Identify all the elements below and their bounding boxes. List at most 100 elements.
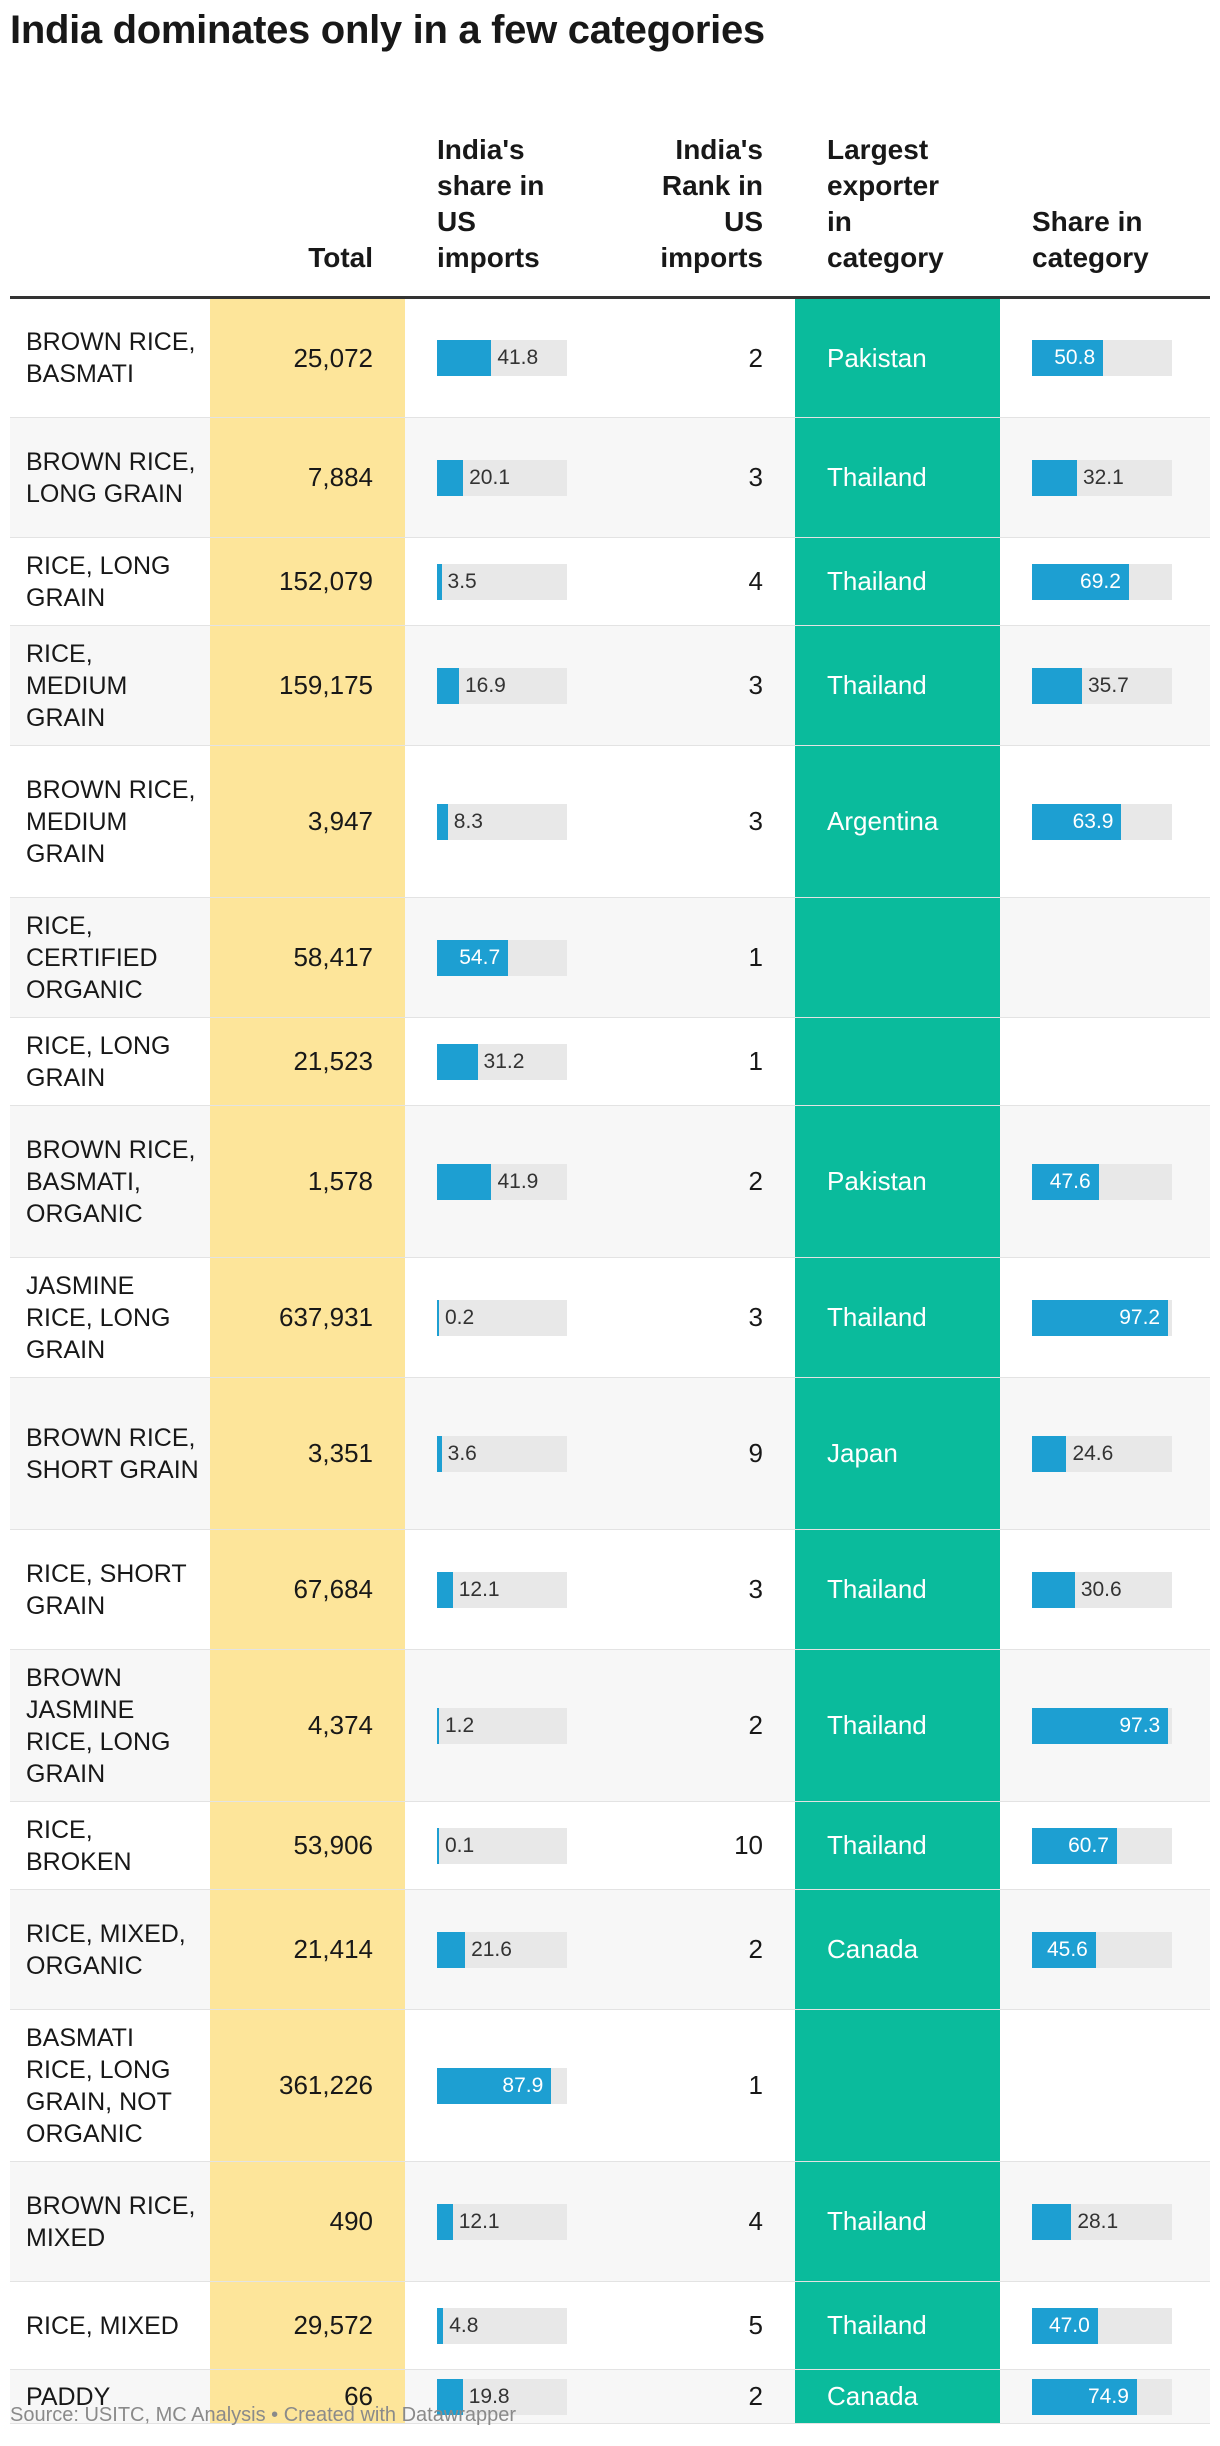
category-share-bar-track: 69.2 (1032, 563, 1172, 600)
category-share-bar-track: 74.9 (1032, 2378, 1172, 2415)
table-row: BROWN RICE, MEDIUM GRAIN 3,947 8.3 3 Argenti… (10, 745, 1210, 898)
india-share-cell: 8.3 (405, 745, 595, 898)
india-rank-value: 10 (595, 1801, 795, 1890)
category-share-value-label: 50.8 (1054, 346, 1096, 369)
india-share-cell: 19.8 (405, 2369, 595, 2424)
india-share-cell: 54.7 (405, 897, 595, 1018)
category-share-bar (1032, 1435, 1067, 1472)
india-share-bar-cell: 1.2 (405, 1707, 595, 1744)
table-row: RICE, MEDIUM GRAIN 159,175 16.9 3 Thailand 35… (10, 625, 1210, 746)
india-share-bar (437, 2203, 453, 2240)
category-share-value-label: 45.6 (1046, 1937, 1088, 1961)
india-share-bar-track: 19.8 (437, 2378, 567, 2415)
category-share-cell: 97.3 (1000, 1649, 1210, 1802)
total-value: 361,226 (210, 2009, 405, 2162)
india-rank-value: 2 (595, 1649, 795, 1802)
category-share-cell: 60.7 (1000, 1801, 1210, 1890)
category-share-bar-cell: 50.8 (1000, 340, 1210, 376)
india-rank-value: 2 (595, 1105, 795, 1258)
category-share-bar (1032, 2307, 1098, 2344)
india-rank-value: 4 (595, 537, 795, 626)
total-value: 21,414 (210, 1889, 405, 2010)
category-share-bar-cell: 35.7 (1000, 667, 1210, 704)
india-rank-value: 2 (595, 1889, 795, 2010)
india-share-bar (437, 1571, 453, 1608)
category-share-bar-track: 35.7 (1032, 667, 1172, 704)
category-share-cell (1000, 1017, 1210, 1106)
table-row: PADDY 66 19.8 2 Canada 74.9 (10, 2369, 1210, 2424)
india-rank-value: 2 (595, 297, 795, 418)
largest-exporter (795, 897, 1000, 1018)
category-name: RICE, MEDIUM GRAIN (10, 625, 210, 746)
india-share-cell: 1.2 (405, 1649, 595, 1802)
india-rank-value: 3 (595, 625, 795, 746)
india-share-bar (437, 459, 464, 496)
category-name: BROWN RICE, SHORT GRAIN (10, 1377, 210, 1530)
india-share-bar-cell: 41.9 (405, 1163, 595, 1200)
category-share-cell: 32.1 (1000, 417, 1210, 538)
india-share-bar-cell: 0.2 (405, 1299, 595, 1336)
india-share-bar-track: 1.2 (437, 1707, 567, 1744)
india-share-bar (437, 2067, 552, 2104)
category-name: RICE, MIXED, ORGANIC (10, 1889, 210, 2010)
india-rank-value: 5 (595, 2281, 795, 2370)
category-share-bar-cell: 97.2 (1000, 1299, 1210, 1336)
india-rank-value: 3 (595, 417, 795, 538)
category-share-bar (1032, 340, 1104, 376)
total-value: 1,578 (210, 1105, 405, 1258)
india-rank-value: 3 (595, 1529, 795, 1650)
table-row: JASMINE RICE, LONG GRAIN 637,931 0.2 3 Thail… (10, 1257, 1210, 1378)
category-name: RICE, MIXED (10, 2281, 210, 2370)
category-share-bar-track: 47.0 (1032, 2307, 1172, 2344)
category-share-bar-cell: 32.1 (1000, 459, 1210, 496)
category-share-cell: 50.8 (1000, 297, 1210, 418)
largest-exporter: Thailand (795, 417, 1000, 538)
table-row: RICE, CERTIFIED ORGANIC 58,417 54.7 1 (10, 897, 1210, 1018)
category-share-bar-track: 32.1 (1032, 459, 1172, 496)
india-share-cell: 21.6 (405, 1889, 595, 2010)
largest-exporter: Pakistan (795, 297, 1000, 418)
india-share-cell: 31.2 (405, 1017, 595, 1106)
table-row: RICE, MIXED, ORGANIC 21,414 21.6 2 Canada 45.… (10, 1889, 1210, 2010)
category-share-bar (1032, 1163, 1099, 1200)
table-row: RICE, LONG GRAIN 152,079 3.5 4 Thailand 69.2 (10, 537, 1210, 626)
india-share-bar (437, 1163, 492, 1200)
category-name: RICE, CERTIFIED ORGANIC (10, 897, 210, 1018)
india-share-bar-cell: 20.1 (405, 459, 595, 496)
india-share-value-label: 41.9 (497, 1169, 539, 1193)
category-share-cell: 69.2 (1000, 537, 1210, 626)
total-value: 4,374 (210, 1649, 405, 1802)
table-row: BROWN RICE, SHORT GRAIN 3,351 3.6 9 Japan 24.… (10, 1377, 1210, 1530)
category-share-bar-track: 97.3 (1032, 1707, 1172, 1744)
india-share-bar-track: 3.6 (437, 1435, 567, 1472)
largest-exporter: Thailand (795, 1529, 1000, 1650)
category-share-bar-track: 24.6 (1032, 1435, 1172, 1472)
india-share-value-label: 0.1 (445, 1833, 475, 1857)
header-total: Total (210, 108, 405, 299)
india-share-bar-track: 20.1 (437, 459, 567, 496)
largest-exporter (795, 1017, 1000, 1106)
india-share-cell: 0.2 (405, 1257, 595, 1378)
total-value: 29,572 (210, 2281, 405, 2370)
category-name: BROWN RICE, BASMATI, ORGANIC (10, 1105, 210, 1258)
india-share-value-label: 41.8 (497, 346, 539, 369)
india-share-bar-track: 3.5 (437, 563, 567, 600)
category-share-bar-cell: 97.3 (1000, 1707, 1210, 1744)
category-share-value-label: 74.9 (1088, 2384, 1129, 2408)
category-share-cell (1000, 2009, 1210, 2162)
india-share-bar-track: 87.9 (437, 2067, 567, 2104)
category-name: BROWN RICE, LONG GRAIN (10, 417, 210, 538)
table-row: RICE, SHORT GRAIN 67,684 12.1 3 Thailand 30.6 (10, 1529, 1210, 1650)
india-share-bar (437, 1043, 478, 1080)
india-share-bar-track: 12.1 (437, 2203, 567, 2240)
india-share-value-label: 12.1 (458, 2209, 500, 2233)
category-share-bar-cell: 30.6 (1000, 1571, 1210, 1608)
category-share-bar-track: 60.7 (1032, 1827, 1172, 1864)
india-share-bar-track: 41.9 (437, 1163, 567, 1200)
india-share-bar (437, 803, 448, 840)
india-share-value-label: 4.8 (449, 2313, 479, 2337)
category-name: RICE, LONG GRAIN (10, 1017, 210, 1106)
india-share-value-label: 87.9 (502, 2073, 544, 2097)
india-share-bar-track: 8.3 (437, 803, 567, 840)
category-share-value-label: 47.6 (1049, 1169, 1091, 1193)
